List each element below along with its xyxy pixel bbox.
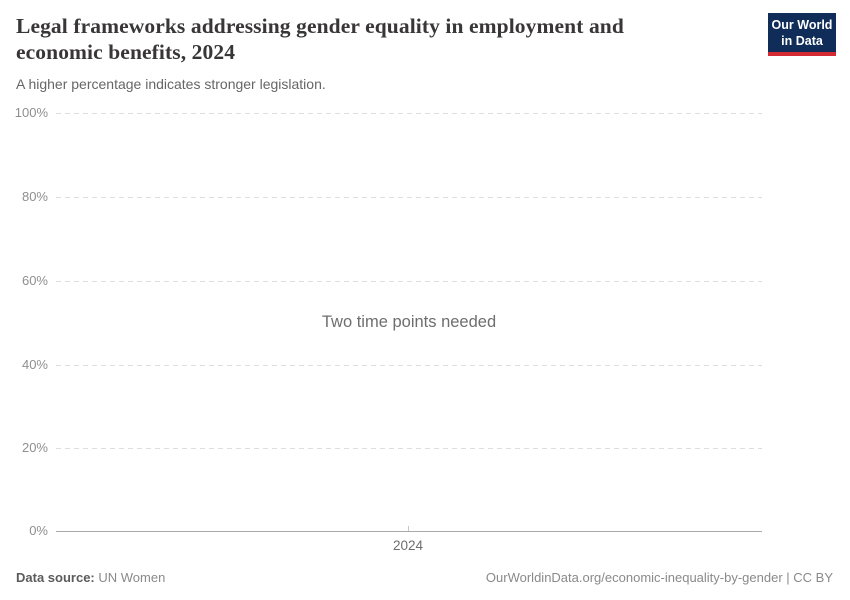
x-tick-label-2024: 2024 (392, 538, 424, 553)
y-tick-label-40: 40% (21, 357, 48, 372)
empty-chart-message: Two time points needed (321, 313, 497, 331)
owid-logo-line1: Our World (771, 18, 833, 32)
y-tick-label-80: 80% (21, 189, 48, 204)
chart-title: Legal frameworks addressing gender equal… (16, 14, 624, 64)
data-source-value: UN Women (94, 570, 166, 585)
y-tick-label-100: 100% (14, 105, 48, 120)
gridline-row-80: 80% (0, 189, 850, 205)
gridline-row-60: 60% (0, 273, 850, 289)
gridline-row-0: 0% (0, 523, 850, 539)
gridline-row-20: 20% (0, 440, 850, 456)
footer-citation-link[interactable]: OurWorldinData.org/economic-inequality-b… (485, 570, 833, 585)
gridline-100 (56, 113, 762, 114)
y-tick-label-20: 20% (21, 440, 48, 455)
gridline-40 (56, 365, 762, 366)
x-tick-mark-2024 (408, 526, 409, 531)
footer-data-source: Data source: UN Women (16, 569, 165, 586)
y-tick-label-60: 60% (21, 273, 48, 288)
gridline-80 (56, 197, 762, 198)
gridline-row-40: 40% (0, 357, 850, 373)
gridline-20 (56, 448, 762, 449)
chart-subtitle: A higher percentage indicates stronger l… (16, 76, 326, 92)
x-axis-line (56, 531, 762, 532)
gridline-60 (56, 281, 762, 282)
data-source-label: Data source: (16, 570, 95, 585)
y-tick-label-0: 0% (29, 523, 48, 538)
owid-logo-line2: in Data (781, 34, 823, 48)
owid-logo: Our World in Data (768, 13, 836, 56)
gridline-row-100: 100% (0, 105, 850, 121)
